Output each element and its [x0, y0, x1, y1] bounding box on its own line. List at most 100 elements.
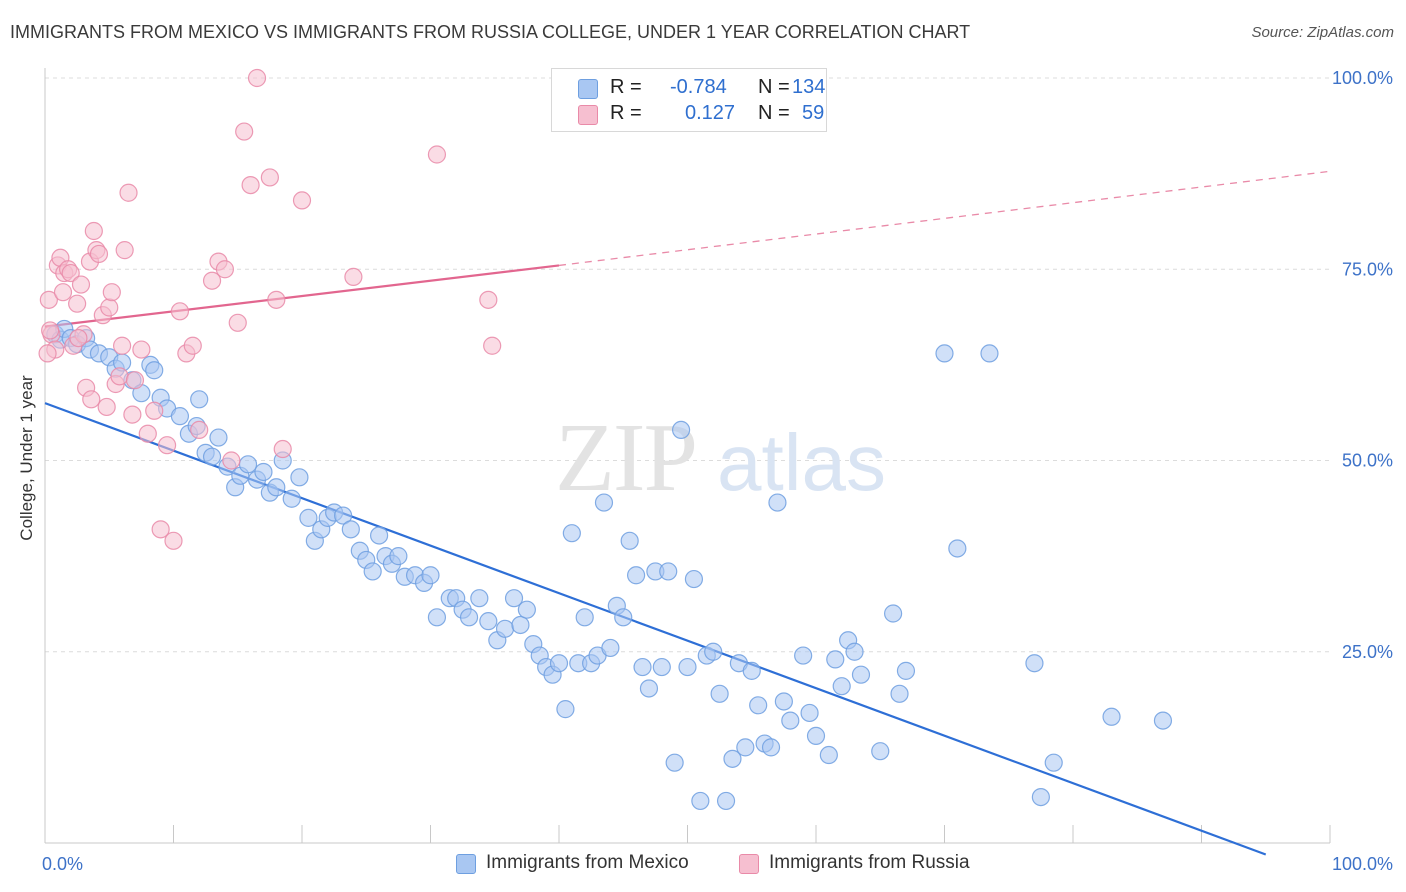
point-mexico — [299, 508, 318, 527]
tick-labels: 25.0% 50.0% 75.0% 100.0% 0.0% 100.0% — [42, 68, 1393, 874]
point-mexico — [470, 589, 489, 608]
point-mexico — [517, 600, 536, 619]
point-russia — [84, 221, 103, 241]
point-russia — [235, 122, 254, 141]
bottom-legend-label-mexico: Immigrants from Mexico — [486, 852, 689, 873]
point-russia — [267, 290, 286, 309]
point-mexico — [665, 753, 684, 772]
point-mexico — [267, 478, 286, 497]
point-russia — [151, 520, 170, 539]
point-russia — [132, 340, 151, 359]
point-mexico — [948, 539, 967, 558]
point-mexico — [883, 604, 903, 623]
point-russia — [157, 436, 177, 455]
point-mexico — [594, 493, 614, 512]
point-mexico — [254, 462, 273, 482]
trend-lines — [44, 170, 1331, 856]
point-mexico — [209, 428, 228, 447]
point-russia — [69, 329, 88, 348]
point-mexico — [562, 524, 581, 543]
point-russia — [39, 290, 58, 309]
point-russia — [89, 244, 109, 264]
point-russia — [483, 336, 502, 355]
point-mexico — [800, 703, 819, 723]
point-mexico — [334, 506, 353, 525]
point-mexico — [421, 566, 440, 585]
point-russia — [41, 321, 60, 340]
y-axis-label: College, Under 1 year — [17, 375, 36, 541]
point-mexico — [614, 608, 633, 627]
point-russia — [138, 424, 157, 443]
point-mexico — [716, 791, 736, 811]
point-russia — [202, 271, 222, 290]
point-mexico — [684, 569, 704, 589]
point-mexico — [736, 738, 755, 757]
x-tick-label: 100.0% — [1332, 854, 1393, 874]
point-russia — [53, 283, 73, 302]
point-mexico — [282, 489, 301, 508]
point-mexico — [290, 468, 309, 487]
x-tick-label: 0.0% — [42, 854, 83, 874]
legend-n-value: 59 — [802, 102, 825, 124]
legend-r-value: -0.784 — [670, 76, 727, 98]
point-mexico — [761, 738, 781, 757]
point-russia — [123, 405, 142, 424]
point-mexico — [511, 615, 530, 635]
bottom-legend-swatch-mexico — [456, 854, 476, 874]
legend-r-label: R = — [610, 102, 642, 124]
point-mexico — [781, 711, 800, 730]
point-mexico — [845, 642, 864, 661]
chart-title: IMMIGRANTS FROM MEXICO VS IMMIGRANTS FRO… — [10, 22, 971, 42]
bottom-legend-swatch-russia — [739, 854, 759, 874]
point-mexico — [620, 531, 639, 550]
legend-n-label: N = — [758, 102, 790, 124]
point-russia — [100, 298, 119, 317]
point-mexico — [723, 749, 742, 768]
y-tick-label: 75.0% — [1342, 259, 1393, 279]
point-mexico — [691, 791, 710, 811]
point-russia — [344, 267, 363, 286]
point-russia — [115, 241, 134, 260]
point-mexico — [1044, 753, 1063, 772]
point-mexico — [1153, 711, 1173, 730]
point-mexico — [389, 547, 408, 566]
point-mexico — [980, 344, 999, 363]
point-mexico — [851, 665, 871, 684]
point-mexico — [826, 650, 845, 669]
legend-n-value: 134 — [792, 76, 826, 98]
point-mexico — [633, 657, 652, 677]
grid-lines — [45, 77, 1330, 653]
point-russia — [222, 451, 241, 470]
point-mexico — [145, 361, 164, 380]
point-russia — [71, 275, 91, 294]
point-russia — [292, 191, 312, 210]
point-mexico — [890, 684, 909, 703]
source-note: Source: ZipAtlas.com — [1251, 24, 1394, 41]
point-mexico — [1031, 787, 1050, 807]
point-mexico — [794, 646, 813, 665]
point-russia — [82, 390, 101, 409]
point-mexico — [427, 608, 447, 627]
point-russia — [38, 344, 57, 363]
point-mexico — [935, 344, 954, 363]
point-mexico — [1025, 654, 1044, 673]
point-russia — [97, 397, 116, 417]
point-mexico — [652, 657, 671, 677]
watermark-atlas: atlas — [717, 418, 886, 507]
point-russia — [273, 439, 292, 459]
point-mexico — [806, 726, 826, 746]
point-mexico — [370, 526, 389, 545]
point-mexico — [871, 742, 890, 761]
trend-line-russia-extension — [558, 170, 1331, 267]
legend-r-value: 0.127 — [685, 102, 736, 124]
point-russia — [170, 302, 190, 321]
trend-line-russia — [44, 264, 560, 328]
point-russia — [119, 183, 138, 202]
point-mexico — [704, 642, 723, 661]
point-russia — [479, 290, 498, 309]
point-mexico — [678, 657, 697, 677]
point-mexico — [549, 654, 569, 673]
point-russia — [61, 263, 80, 283]
point-russia — [125, 371, 145, 390]
